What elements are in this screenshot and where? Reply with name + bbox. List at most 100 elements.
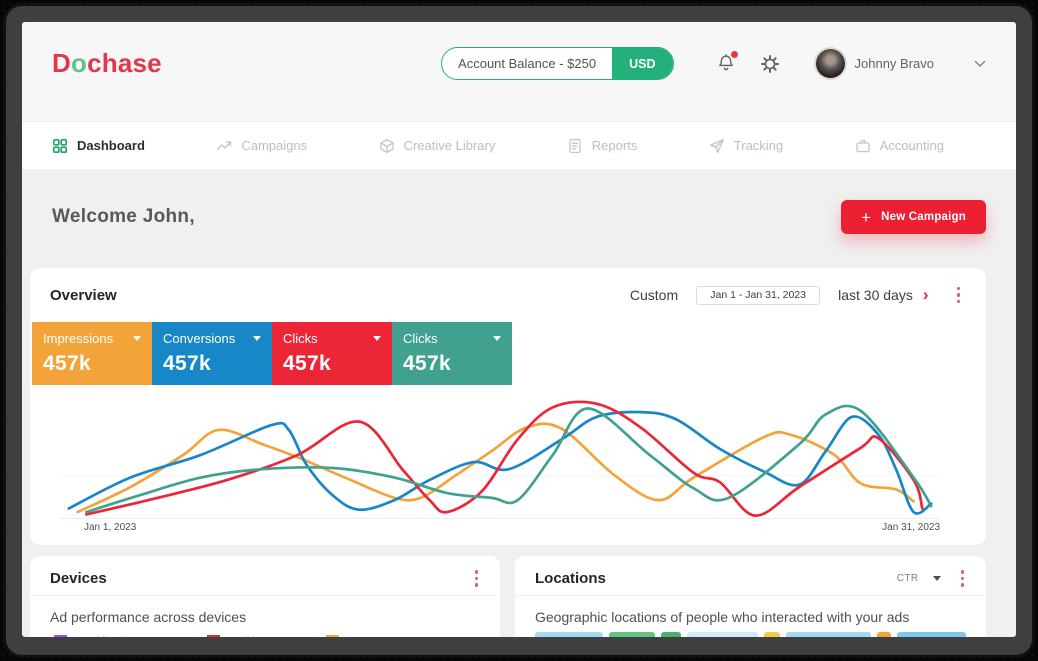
locations-header: Locations CTR (515, 556, 986, 596)
chevron-down-icon[interactable] (974, 60, 986, 68)
logo-part: o (70, 48, 88, 78)
account-balance-control[interactable]: Account Balance - $250 USD (441, 47, 674, 80)
main-content: Welcome John, + New Campaign Overview Cu… (22, 170, 1016, 637)
caret-down-icon[interactable] (133, 336, 141, 341)
logo-part: chase (87, 48, 162, 78)
legend-swatch (54, 635, 67, 637)
new-campaign-label: New Campaign (881, 211, 966, 223)
stat-value: 457k (163, 352, 211, 375)
legend-swatch (325, 635, 339, 637)
date-range-input[interactable] (696, 285, 821, 305)
nav-item-creative-library[interactable]: Creative Library (379, 138, 496, 154)
locations-subtitle: Geographic locations of people who inter… (535, 609, 910, 625)
dochase-logo: Dochase (52, 48, 162, 79)
nav-item-accounting[interactable]: Accounting (855, 138, 944, 154)
overview-title: Overview (50, 286, 117, 304)
stat-label: Clicks (283, 331, 318, 346)
settings-button[interactable] (760, 54, 780, 74)
legend-label: Laptops (355, 636, 391, 637)
ctr-metric-select[interactable]: CTR (897, 573, 941, 584)
legend-swatch (207, 635, 221, 637)
bell-icon (718, 54, 733, 71)
chart-series-conversions (69, 412, 931, 514)
nav-item-reports[interactable]: Reports (567, 138, 638, 154)
overview-controls: Custom last 30 days › (630, 285, 962, 306)
caret-down-icon (932, 576, 941, 581)
overview-header: Overview Custom last 30 days › (30, 268, 986, 322)
account-balance-label: Account Balance - $250 (458, 56, 597, 71)
map-region (686, 632, 758, 637)
stat-tile-clicks-secondary[interactable]: Clicks 457k (392, 322, 512, 385)
gear-icon (760, 54, 779, 73)
stats-row: Impressions 457k Conversions 457k Clicks… (32, 322, 986, 385)
chart-series-impressions (78, 424, 914, 512)
line-chart-svg (60, 399, 940, 518)
map-region (763, 632, 781, 637)
map-region (535, 632, 603, 637)
plus-icon: + (861, 207, 872, 227)
stat-tile-clicks[interactable]: Clicks 457k (272, 322, 392, 385)
nav-item-tracking[interactable]: Tracking (709, 138, 783, 154)
app-header: Dochase Account Balance - $250 USD (22, 22, 1016, 122)
briefcase-icon (855, 139, 870, 152)
header-actions: Account Balance - $250 USD (441, 47, 986, 80)
user-menu[interactable]: Johnny Bravo (815, 49, 935, 78)
stat-label: Clicks (403, 331, 438, 346)
map-region (876, 632, 891, 637)
map-region (786, 632, 871, 637)
chevron-right-icon[interactable]: › (922, 285, 929, 304)
legend-item-laptops: Laptops (325, 635, 391, 637)
package-icon (379, 138, 394, 153)
overview-line-chart: Jan 1, 2023 Jan 31, 2023 (60, 399, 940, 533)
notification-dot (730, 51, 738, 58)
devices-card: Devices Ad performance across devices Mo… (30, 556, 500, 637)
nav-label: Accounting (879, 138, 944, 153)
nav-label: Creative Library (403, 138, 496, 153)
stat-label: Impressions (43, 331, 114, 346)
user-name: Johnny Bravo (854, 56, 935, 71)
window-bezel: Dochase Account Balance - $250 USD (6, 6, 1032, 655)
bottom-cards-row: Devices Ad performance across devices Mo… (30, 556, 986, 637)
nav-label: Campaigns (241, 138, 308, 153)
caret-down-icon[interactable] (253, 336, 261, 341)
overview-kebab-menu[interactable] (955, 285, 963, 306)
nav-label: Reports (591, 138, 638, 153)
avatar (815, 49, 845, 78)
send-icon (709, 138, 724, 153)
notifications-button[interactable] (716, 51, 738, 74)
legend-item-tablets: Tablets (207, 635, 268, 637)
stat-value: 457k (43, 352, 91, 375)
stat-label: Conversions (163, 331, 236, 346)
quick-range-label[interactable]: last 30 days (838, 287, 913, 303)
devices-subtitle: Ad performance across devices (50, 609, 247, 625)
caret-down-icon[interactable] (373, 336, 381, 341)
currency-button[interactable]: USD (612, 48, 673, 79)
map-region (896, 632, 966, 637)
nav-item-campaigns[interactable]: Campaigns (216, 138, 307, 154)
devices-legend: Mobile Phones Tablets Laptops (30, 625, 500, 637)
nav-item-dashboard[interactable]: Dashboard (52, 138, 145, 154)
locations-kebab-menu[interactable] (959, 568, 967, 589)
legend-label: Mobile Phones (83, 636, 149, 637)
devices-kebab-menu[interactable] (473, 568, 481, 589)
stat-value: 457k (283, 352, 331, 375)
dashboard-grid-icon (52, 138, 68, 153)
stat-value: 457k (403, 352, 451, 375)
metric-label: CTR (896, 573, 919, 584)
stat-tile-impressions[interactable]: Impressions 457k (32, 322, 152, 385)
legend-item-mobile-phones: Mobile Phones (54, 635, 149, 637)
chart-series-clicks (86, 402, 922, 516)
map-region (608, 632, 655, 637)
app-screen: Dochase Account Balance - $250 USD (22, 22, 1016, 637)
world-map (535, 632, 966, 637)
x-axis-end-label: Jan 31, 2023 (882, 522, 940, 533)
new-campaign-button[interactable]: + New Campaign (841, 200, 986, 234)
caret-down-icon[interactable] (493, 336, 501, 341)
custom-range-label: Custom (629, 287, 679, 303)
stat-tile-conversions[interactable]: Conversions 457k (152, 322, 272, 385)
legend-label: Tablets (236, 636, 268, 637)
locations-title: Locations (535, 570, 606, 587)
devices-title: Devices (50, 570, 107, 587)
page-title: Welcome John, (52, 206, 195, 227)
